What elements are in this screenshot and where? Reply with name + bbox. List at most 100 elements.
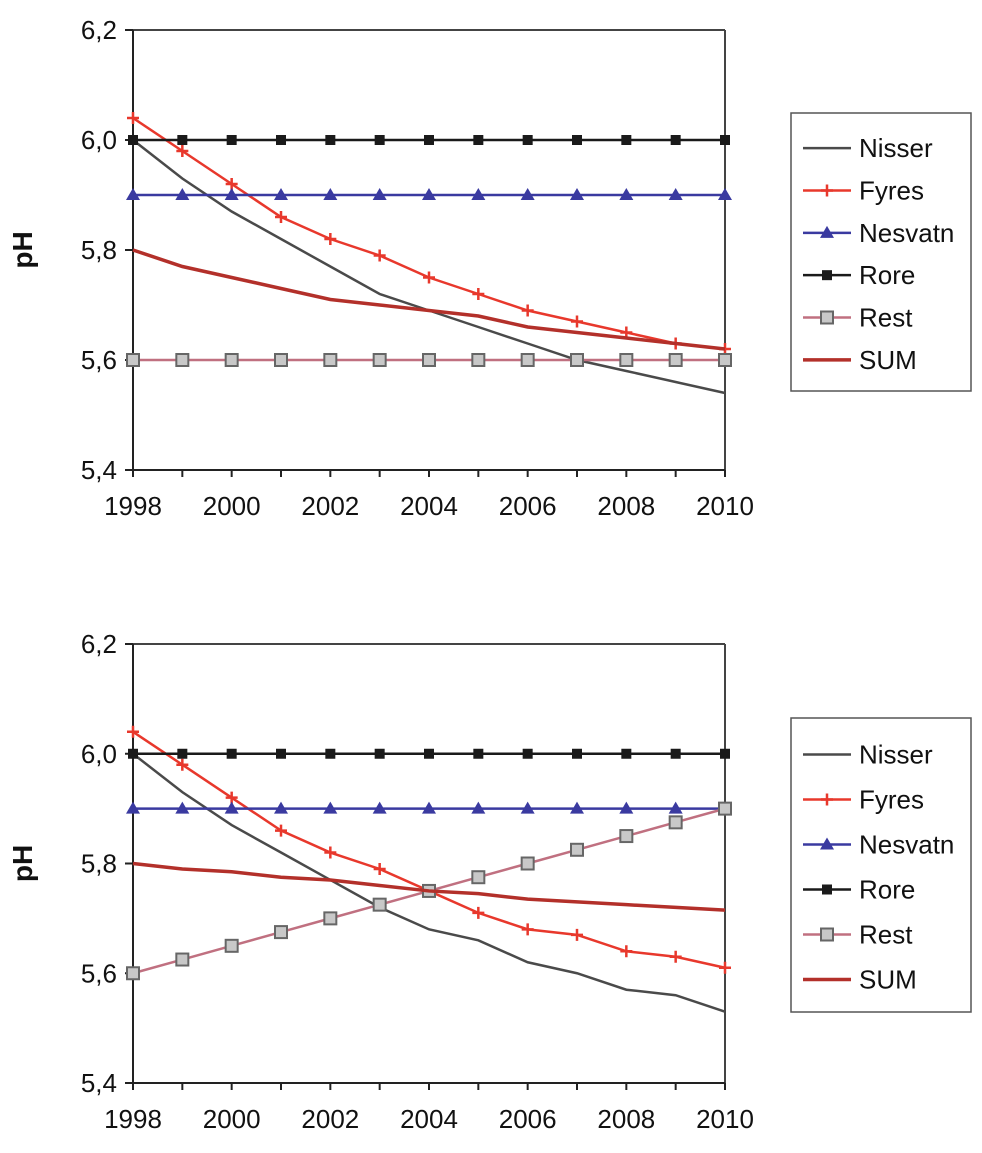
data-point-rore bbox=[276, 135, 286, 145]
y-tick-label: 5,8 bbox=[81, 849, 117, 879]
y-tick-label: 5,6 bbox=[81, 958, 117, 988]
legend-marker-rore bbox=[822, 884, 832, 895]
series-line-fyres bbox=[132, 730, 726, 969]
data-point-rest bbox=[422, 353, 436, 367]
data-point-fyres bbox=[275, 824, 287, 837]
legend-label-rore: Rore bbox=[859, 260, 915, 290]
data-point-rore bbox=[177, 135, 188, 145]
data-point-rest bbox=[718, 801, 732, 816]
data-point-nesvatn bbox=[175, 801, 190, 814]
legend-marker-rore bbox=[822, 270, 832, 281]
data-point-rore bbox=[177, 748, 188, 759]
y-tick-label: 6,2 bbox=[81, 629, 117, 659]
data-point-rore bbox=[424, 135, 434, 145]
data-point-fyres bbox=[176, 145, 189, 157]
data-point-nesvatn bbox=[323, 188, 338, 200]
data-point-rest bbox=[372, 897, 387, 912]
data-point-nesvatn bbox=[668, 188, 683, 200]
data-point-rest bbox=[520, 353, 535, 367]
data-point-fyres bbox=[176, 758, 189, 771]
data-point-rore bbox=[473, 135, 484, 145]
legend-marker-nesvatn bbox=[820, 837, 834, 850]
x-tick-label: 2008 bbox=[597, 491, 655, 521]
data-point-fyres bbox=[373, 862, 386, 875]
data-point-rest bbox=[323, 353, 338, 367]
series-line-fyres bbox=[132, 116, 726, 351]
data-point-nesvatn bbox=[224, 801, 239, 814]
data-point-rest bbox=[224, 938, 239, 953]
data-point-rore bbox=[621, 748, 632, 759]
data-point-rest bbox=[175, 353, 190, 367]
data-point-nesvatn bbox=[619, 188, 634, 200]
data-point-rore bbox=[572, 748, 582, 759]
x-tick-label: 2002 bbox=[301, 491, 359, 521]
x-tick-label: 1998 bbox=[104, 491, 162, 521]
data-point-nesvatn bbox=[422, 801, 436, 814]
data-point-fyres bbox=[669, 950, 682, 963]
data-point-rest bbox=[175, 952, 190, 967]
x-tick-label: 2006 bbox=[499, 1104, 557, 1134]
data-point-rest bbox=[471, 353, 486, 367]
chart-1: 5,4 5,6 5,8 6,0 6,2 1998 2000 2002 2004 2006 2008 2… bbox=[7, 15, 972, 521]
data-point-nesvatn bbox=[372, 188, 387, 200]
data-point-rore bbox=[325, 135, 336, 145]
legend-label-rest: Rest bbox=[859, 303, 913, 333]
data-point-rest bbox=[619, 353, 634, 367]
data-point-rest bbox=[718, 353, 732, 367]
data-point-nesvatn bbox=[422, 188, 436, 200]
x-tick-label: 2000 bbox=[203, 1104, 261, 1134]
legend-box bbox=[790, 717, 972, 1013]
data-point-rest bbox=[570, 353, 584, 367]
series-line-sum bbox=[132, 861, 726, 912]
data-point-fyres bbox=[324, 846, 337, 859]
data-point-nesvatn bbox=[570, 188, 584, 200]
y-axis-title: pH bbox=[7, 845, 38, 882]
legend-label-nisser: Nisser bbox=[859, 133, 933, 163]
y-tick-label: 5,4 bbox=[81, 455, 117, 485]
data-point-fyres bbox=[521, 304, 534, 317]
data-point-fyres bbox=[620, 945, 633, 958]
data-point-nesvatn bbox=[274, 188, 288, 200]
data-point-fyres bbox=[472, 906, 485, 919]
data-point-nesvatn bbox=[520, 188, 535, 200]
legend-label-nesvatn: Nesvatn bbox=[859, 830, 954, 860]
data-point-fyres bbox=[324, 233, 337, 245]
x-tick-label: 2010 bbox=[696, 1104, 754, 1134]
data-point-rest bbox=[126, 966, 140, 981]
data-point-rore bbox=[670, 135, 681, 145]
data-point-rest bbox=[274, 925, 288, 940]
x-tick-label: 2004 bbox=[400, 491, 458, 521]
data-point-nesvatn bbox=[126, 188, 140, 200]
legend-marker-rest bbox=[820, 927, 834, 942]
data-point-rest bbox=[323, 911, 338, 926]
data-point-rore bbox=[572, 135, 582, 145]
data-point-rore bbox=[522, 135, 533, 145]
data-point-rore bbox=[226, 748, 237, 759]
legend-label-rore: Rore bbox=[859, 875, 915, 905]
data-point-fyres bbox=[571, 928, 583, 941]
data-point-fyres bbox=[521, 923, 534, 936]
x-tick-label: 2008 bbox=[597, 1104, 655, 1134]
data-point-nesvatn bbox=[274, 801, 288, 814]
series-line-nisser bbox=[132, 752, 726, 1013]
x-tick-label: 1998 bbox=[104, 1104, 162, 1134]
data-point-rest bbox=[520, 856, 535, 871]
data-point-rest bbox=[471, 870, 486, 885]
y-tick-label: 6,0 bbox=[81, 739, 117, 769]
data-point-nesvatn bbox=[126, 801, 140, 814]
data-point-nesvatn bbox=[471, 188, 486, 200]
data-point-rore bbox=[424, 748, 434, 759]
data-point-rest bbox=[668, 815, 683, 830]
legend-box bbox=[790, 112, 972, 392]
legend-marker-fyres bbox=[821, 184, 833, 197]
series-line-sum bbox=[132, 248, 726, 351]
data-point-rest bbox=[570, 842, 584, 857]
chart-2: 5,4 5,6 5,8 6,0 6,2 1998 2000 2002 2004 2006 2008 2… bbox=[7, 629, 972, 1134]
data-point-rore bbox=[670, 748, 681, 759]
data-point-fyres bbox=[719, 961, 731, 974]
data-point-rore bbox=[128, 135, 138, 145]
data-point-nesvatn bbox=[175, 188, 190, 200]
legend-label-sum: SUM bbox=[859, 965, 917, 995]
data-point-fyres bbox=[571, 315, 583, 328]
data-point-nesvatn bbox=[718, 188, 732, 200]
